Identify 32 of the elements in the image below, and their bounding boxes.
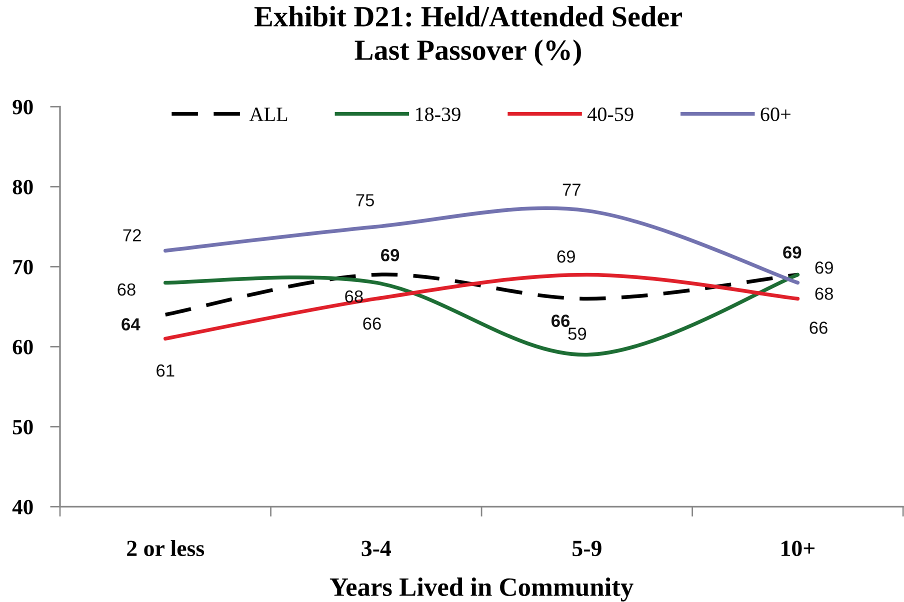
- x-tick-label: 5-9: [572, 540, 602, 556]
- data-label: 72: [123, 229, 141, 242]
- y-tick-label: 90: [12, 100, 33, 114]
- chart-title: Exhibit D21: Held/Attended Seder Last Passover (%): [254, 6, 682, 66]
- data-label: 61: [156, 364, 174, 377]
- y-tick-label: 50: [12, 420, 33, 434]
- x-axis-title: Years Lived in Community: [330, 577, 634, 602]
- data-label: 68: [815, 288, 833, 300]
- legend-label: 18-39: [416, 108, 460, 122]
- legend-label: 40-59: [587, 108, 634, 122]
- data-label: 68: [345, 290, 363, 303]
- y-tick-label: 60: [12, 340, 33, 354]
- legend-label: 60+: [760, 108, 790, 122]
- data-label: 68: [118, 283, 136, 296]
- x-tick-label: 10+: [782, 540, 814, 556]
- data-label: 75: [356, 194, 374, 206]
- y-tick-label: 40: [12, 500, 33, 514]
- data-label: 69: [381, 249, 400, 262]
- data-label: 66: [363, 317, 381, 330]
- x-tick-label: 2 or less: [127, 540, 204, 556]
- data-label: 64: [122, 318, 140, 330]
- data-label: 69: [557, 250, 575, 263]
- y-tick-label: 70: [13, 260, 33, 274]
- data-label: 69: [783, 246, 802, 259]
- y-tick-label: 80: [12, 180, 33, 194]
- data-label: 59: [568, 328, 586, 340]
- legend-label: ALL: [249, 108, 288, 121]
- data-label: 66: [810, 322, 828, 334]
- x-tick-label: 3-4: [362, 540, 392, 556]
- data-label: 69: [815, 262, 833, 274]
- data-label: 77: [562, 184, 580, 196]
- data-label: 66: [552, 314, 570, 327]
